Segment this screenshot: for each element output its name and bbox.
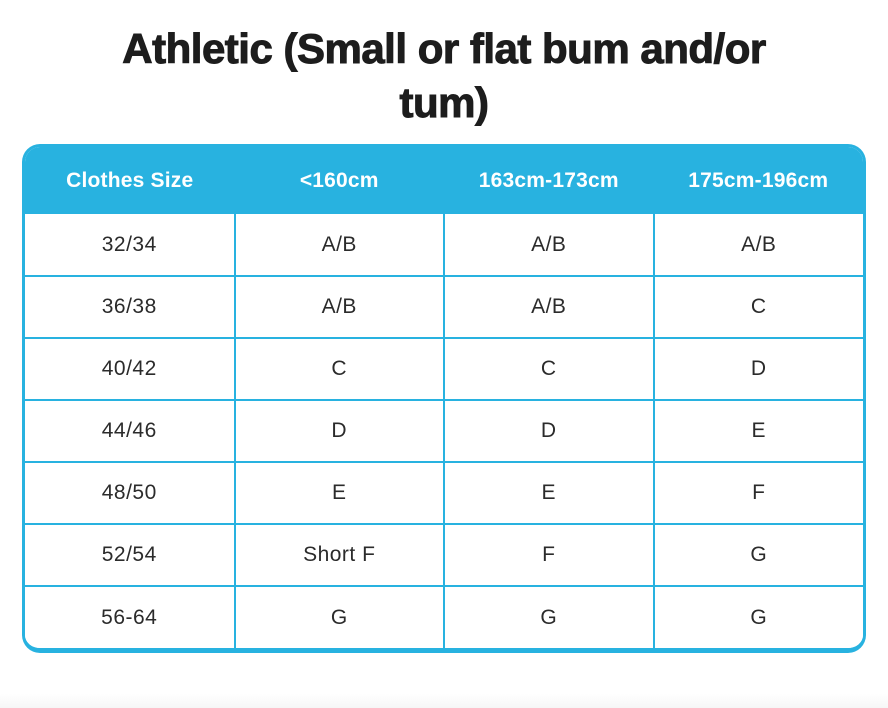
table-row: 48/50 E E F: [25, 461, 863, 525]
clothes-size-cell: 56-64: [25, 585, 236, 648]
cup-size-cell: A/B: [652, 214, 863, 277]
cup-size-cell: C: [443, 337, 655, 401]
size-chart-table-container: Clothes Size <160cm 163cm-173cm 175cm-19…: [22, 144, 866, 653]
cup-size-cell: D: [652, 337, 863, 401]
clothes-size-cell: 40/42: [25, 337, 236, 401]
cup-size-cell: F: [443, 523, 655, 587]
cup-size-cell: C: [233, 337, 445, 401]
column-header-under-160cm: <160cm: [234, 147, 444, 214]
cup-size-cell: G: [443, 585, 655, 648]
table-row: 40/42 C C D: [25, 337, 863, 401]
clothes-size-cell: 52/54: [25, 523, 236, 587]
table-row: 56-64 G G G: [25, 585, 863, 648]
cup-size-cell: D: [443, 399, 655, 463]
page-bottom-fade: [0, 694, 888, 708]
cup-size-cell: G: [652, 585, 863, 648]
clothes-size-cell: 48/50: [25, 461, 236, 525]
cup-size-cell: A/B: [443, 275, 655, 339]
cup-size-cell: A/B: [233, 214, 445, 277]
table-row: 52/54 Short F F G: [25, 523, 863, 587]
clothes-size-cell: 44/46: [25, 399, 236, 463]
page-title-line-1: Athletic (Small or flat bum and/or: [122, 25, 767, 73]
cup-size-cell: G: [652, 523, 863, 587]
clothes-size-cell: 36/38: [25, 275, 236, 339]
page-title-line-2: tum): [399, 79, 489, 127]
clothes-size-cell: 32/34: [25, 214, 236, 277]
cup-size-cell: G: [233, 585, 445, 648]
size-chart-table: Clothes Size <160cm 163cm-173cm 175cm-19…: [25, 147, 863, 648]
column-header-175-196cm: 175cm-196cm: [653, 147, 863, 214]
cup-size-cell: D: [233, 399, 445, 463]
cup-size-cell: E: [652, 399, 863, 463]
column-header-clothes-size: Clothes Size: [25, 147, 235, 214]
cup-size-cell: F: [652, 461, 863, 525]
cup-size-cell: A/B: [233, 275, 445, 339]
cup-size-cell: E: [443, 461, 655, 525]
table-row: 32/34 A/B A/B A/B: [25, 214, 863, 277]
cup-size-cell: Short F: [233, 523, 445, 587]
table-header-row: Clothes Size <160cm 163cm-173cm 175cm-19…: [25, 147, 863, 214]
table-row: 44/46 D D E: [25, 399, 863, 463]
cup-size-cell: A/B: [443, 214, 655, 277]
table-row: 36/38 A/B A/B C: [25, 275, 863, 339]
page-title: Athletic (Small or flat bum and/or tum): [18, 22, 870, 130]
cup-size-cell: C: [652, 275, 863, 339]
cup-size-cell: E: [233, 461, 445, 525]
column-header-163-173cm: 163cm-173cm: [444, 147, 654, 214]
